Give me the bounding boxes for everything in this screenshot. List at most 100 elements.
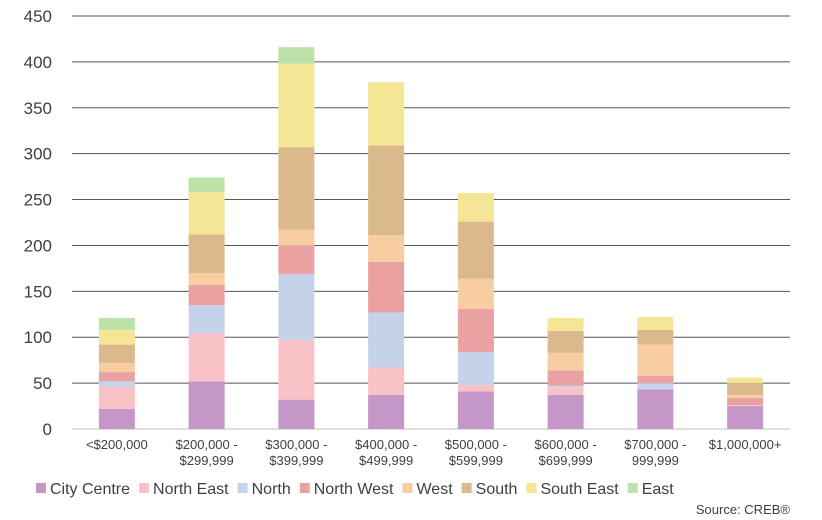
bars (98, 47, 764, 429)
bar-segment (188, 234, 225, 273)
x-tick-label: $400,000 - (355, 437, 417, 452)
bar-segment (457, 351, 494, 385)
y-tick-label: 350 (24, 99, 52, 118)
bar-segment (98, 317, 135, 330)
bar-segment (188, 284, 225, 306)
legend-item: North West (299, 481, 394, 498)
x-tick-label: $399,999 (269, 453, 323, 468)
bar-segment (637, 317, 674, 330)
bar-segment (727, 383, 764, 396)
x-axis: <$200,000 $200,000 -$299,999 $300,000 -$39… (86, 437, 781, 468)
legend-item: North East (139, 481, 229, 498)
bar-segment (278, 47, 315, 64)
y-tick-label: 450 (24, 7, 52, 26)
legend-label: North East (153, 481, 229, 498)
bar-segment (368, 261, 405, 313)
y-tick-label: 300 (24, 145, 52, 164)
legend-swatch (139, 483, 150, 493)
bar-segment (547, 317, 584, 331)
bar-segment (368, 312, 405, 368)
bar-segment (727, 397, 764, 406)
legend-label: South (476, 481, 518, 498)
bar-segment (727, 395, 764, 398)
y-tick-label: 400 (24, 53, 52, 72)
bar-segment (727, 377, 764, 384)
y-tick-label: 150 (24, 282, 52, 301)
bar-segment (368, 367, 405, 396)
bar-segment (98, 408, 135, 429)
legend-swatch (237, 483, 248, 493)
x-tick-label: $300,000 - (265, 437, 327, 452)
x-tick-label: $200,000 - (176, 437, 238, 452)
bar-segment (278, 339, 315, 400)
legend-label: North West (314, 481, 394, 498)
bar-segment (727, 406, 764, 429)
gridlines (72, 15, 790, 430)
legend-item: West (402, 481, 453, 498)
legend-swatch (461, 483, 472, 493)
bar-segment (457, 278, 494, 309)
bar-segment (188, 272, 225, 285)
legend-item: East (627, 481, 675, 498)
bar-segment (547, 395, 584, 429)
bar-segment (188, 305, 225, 334)
bar-segment (98, 362, 135, 373)
bar-segment (637, 389, 674, 429)
bar-segment (457, 384, 494, 392)
bar-segment (547, 352, 584, 371)
y-tick-label: 200 (24, 236, 52, 255)
legend-label: North (252, 481, 291, 498)
bar-segment (637, 329, 674, 345)
x-tick-label: $699,999 (539, 453, 593, 468)
bar-segment (368, 235, 405, 262)
legend-item: City Centre (36, 481, 130, 498)
bar-segment (278, 147, 315, 230)
bar-segment (98, 329, 135, 345)
bar-segment (637, 375, 674, 384)
x-tick-label: $500,000 - (445, 437, 507, 452)
legend-swatch (627, 483, 638, 493)
x-tick-label: $1,000,000+ (709, 437, 782, 452)
bar-segment (368, 82, 405, 146)
x-tick-label: 999,999 (632, 453, 679, 468)
legend-item: South East (526, 481, 619, 498)
bar-segment (278, 63, 315, 148)
bar-segment (457, 308, 494, 352)
bar-segment (188, 177, 225, 193)
bar-segment (368, 145, 405, 236)
x-tick-label: $599,999 (449, 453, 503, 468)
y-tick-label: 250 (24, 191, 52, 210)
legend-label: East (642, 481, 675, 498)
bar-segment (457, 221, 494, 279)
legend-item: South (461, 481, 518, 498)
bar-segment (457, 391, 494, 429)
legend-label: City Centre (50, 481, 130, 498)
x-tick-label: $700,000 - (624, 437, 686, 452)
bar-segment (188, 192, 225, 235)
x-tick-label: <$200,000 (86, 437, 148, 452)
y-axis: 0 50 100 150 200 250 300 350 400 450 (24, 7, 52, 439)
legend-label: South East (540, 481, 619, 498)
bar-segment (457, 193, 494, 222)
y-tick-label: 50 (33, 374, 52, 393)
bar-segment (727, 405, 764, 407)
bar-segment (637, 383, 674, 390)
bar-segment (278, 229, 315, 246)
bar-segment (278, 245, 315, 274)
y-tick-label: 0 (43, 420, 52, 439)
legend-label: West (416, 481, 453, 498)
bar-segment (98, 372, 135, 382)
bar-segment (188, 381, 225, 429)
legend-item: North (237, 481, 291, 498)
x-tick-label: $299,999 (180, 453, 234, 468)
source-note: Source: CREB® (696, 502, 791, 517)
bar-segment (637, 344, 674, 376)
legend-swatch (36, 483, 46, 493)
bar-segment (547, 370, 584, 386)
legend-swatch (526, 483, 537, 493)
x-tick-label: $499,999 (359, 453, 413, 468)
bar-segment (547, 387, 584, 396)
bar-segment (368, 395, 405, 429)
